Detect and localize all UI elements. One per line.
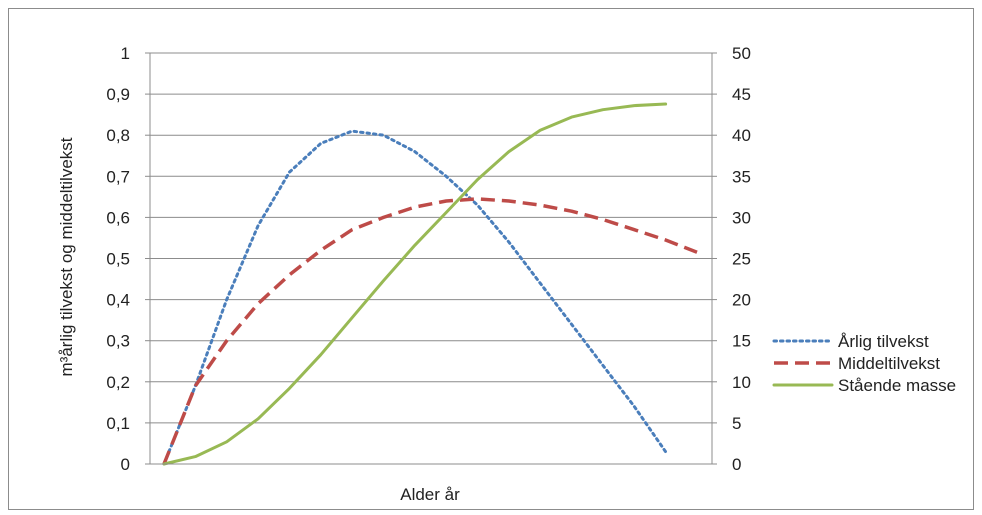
y-tick-label: 0,1 (106, 414, 130, 433)
series-line-staende-masse (162, 102, 668, 466)
right-axis-ticks: 0 5 10 15 20 25 30 35 40 45 50 (712, 44, 751, 474)
y-tick-label: 0,9 (106, 85, 130, 104)
y-tick-label: 0,3 (106, 332, 130, 351)
y-tick-label: 0,4 (106, 291, 130, 310)
y-tick-label: 0 (121, 455, 130, 474)
y2-tick-label: 15 (732, 332, 751, 351)
y-tick-label: 0,7 (106, 167, 130, 186)
y2-tick-label: 50 (732, 44, 751, 63)
y-tick-label: 0,8 (106, 126, 130, 145)
y2-tick-label: 10 (732, 373, 751, 392)
y2-tick-label: 35 (732, 167, 751, 186)
x-axis-title: Alder år (400, 485, 460, 504)
series-line-arlig-tilvekst (162, 129, 668, 466)
y2-tick-label: 0 (732, 455, 741, 474)
y2-tick-label: 30 (732, 208, 751, 227)
legend-label: Stående masse (838, 376, 956, 395)
y2-tick-label: 20 (732, 291, 751, 310)
legend-label: Årlig tilvekst (838, 332, 929, 351)
left-axis-ticks: 0 0,1 0,2 0,3 0,4 0,5 0,6 0,7 0,8 0,9 1 (106, 44, 150, 474)
y2-tick-label: 40 (732, 126, 751, 145)
y-tick-label: 0,2 (106, 373, 130, 392)
series-lines (162, 102, 698, 466)
y-tick-label: 0,5 (106, 250, 130, 269)
y2-tick-label: 45 (732, 85, 751, 104)
legend: Årlig tilvekst Middeltilvekst Stående mass… (772, 332, 956, 395)
gridlines (150, 52, 712, 424)
legend-label: Middeltilvekst (838, 354, 940, 373)
y2-tick-label: 25 (732, 250, 751, 269)
y-tick-label: 1 (121, 44, 130, 63)
y-tick-label: 0,6 (106, 208, 130, 227)
y2-tick-label: 5 (732, 414, 741, 433)
y-axis-title: m³årlig tilvekst og middeltilvekst (57, 137, 76, 376)
series-line-middeltilvekst (162, 197, 698, 465)
